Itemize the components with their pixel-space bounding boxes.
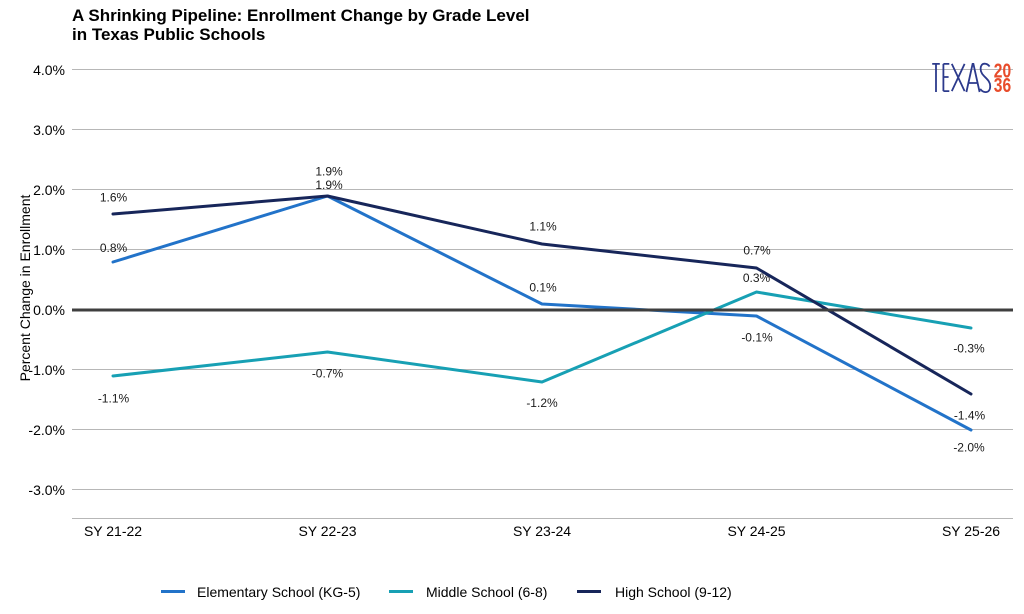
svg-text:-1.1%: -1.1% [98,391,130,405]
svg-text:-0.7%: -0.7% [312,366,344,380]
svg-text:-1.4%: -1.4% [954,408,986,422]
svg-text:20: 20 [994,60,1011,82]
svg-text:36: 36 [994,74,1011,96]
svg-text:1.9%: 1.9% [315,178,343,192]
svg-text:1.9%: 1.9% [315,164,343,178]
svg-text:0.1%: 0.1% [529,280,557,294]
svg-text:1.1%: 1.1% [529,219,557,233]
svg-text:1.6%: 1.6% [100,190,128,204]
svg-text:0.7%: 0.7% [743,243,771,257]
svg-text:0.8%: 0.8% [100,241,128,255]
svg-text:0.3%: 0.3% [743,271,771,285]
svg-text:-1.2%: -1.2% [526,396,558,410]
svg-text:-0.1%: -0.1% [741,330,773,344]
svg-text:-2.0%: -2.0% [953,440,985,454]
svg-text:-0.3%: -0.3% [953,341,985,355]
